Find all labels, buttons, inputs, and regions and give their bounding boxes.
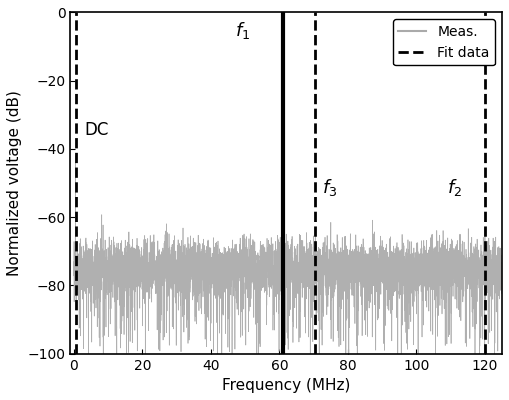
X-axis label: Frequency (MHz): Frequency (MHz) <box>222 378 350 393</box>
Text: $f_2$: $f_2$ <box>447 177 462 198</box>
Text: DC: DC <box>84 121 108 139</box>
Text: $f_3$: $f_3$ <box>322 177 337 198</box>
Y-axis label: Normalized voltage (dB): Normalized voltage (dB) <box>7 90 22 276</box>
Legend: Meas., Fit data: Meas., Fit data <box>393 19 495 66</box>
Text: $f_1$: $f_1$ <box>235 20 250 41</box>
